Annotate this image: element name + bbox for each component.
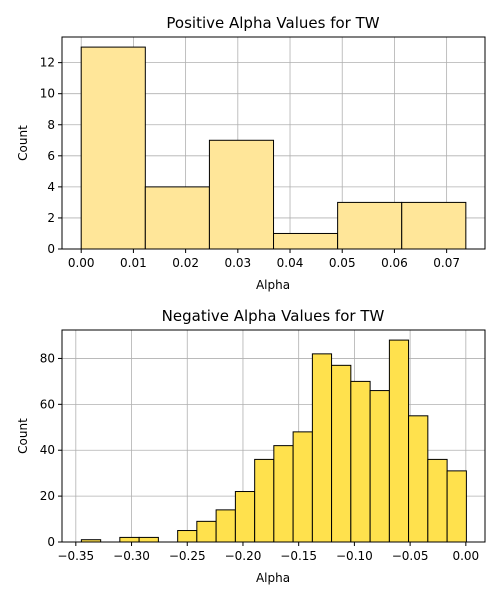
x-axis-label: Alpha — [256, 571, 290, 585]
y-tick-label: 6 — [47, 149, 55, 163]
y-tick-label: 40 — [40, 443, 55, 457]
histogram-bar — [427, 458, 448, 543]
y-axis-label: Count — [16, 418, 30, 454]
histogram-bar — [234, 491, 256, 543]
bars — [80, 339, 467, 543]
x-tick-label: 0.05 — [329, 256, 356, 270]
histogram-bar — [337, 201, 403, 250]
x-tick-label: 0.04 — [277, 256, 304, 270]
histogram-bar — [273, 232, 339, 250]
chart-title: Positive Alpha Values for TW — [166, 14, 379, 32]
histogram-bar — [408, 415, 429, 543]
y-tick-label: 60 — [40, 397, 55, 411]
y-tick-label: 80 — [40, 351, 55, 365]
histogram-bar — [138, 536, 159, 543]
y-tick-label: 8 — [47, 118, 55, 132]
y-ticks: 0 2 4 6 8 10 12 — [40, 56, 62, 256]
histogram-bar — [292, 431, 313, 543]
x-tick-label: −0.05 — [392, 549, 429, 563]
y-tick-label: 0 — [47, 242, 55, 256]
negative-alpha-histogram: Negative Alpha Values for TW −0.35 −0.30−… — [16, 307, 486, 585]
x-ticks: 0.00 0.01 0.02 0.03 0.04 0.05 0.06 0.07 — [68, 249, 460, 270]
x-tick-label: 0.02 — [172, 256, 199, 270]
histogram-bar — [254, 458, 275, 543]
histogram-bar — [208, 139, 275, 250]
x-tick-label: 0.01 — [120, 256, 147, 270]
y-tick-label: 12 — [40, 56, 55, 70]
chart-title: Negative Alpha Values for TW — [162, 307, 385, 325]
y-tick-label: 4 — [47, 180, 55, 194]
histogram-bar — [401, 201, 467, 250]
positive-alpha-histogram: Positive Alpha Values for TW 0.00 0.01 0.0… — [16, 14, 486, 292]
x-tick-label: 0.07 — [433, 256, 460, 270]
histogram-bar — [144, 186, 210, 250]
y-tick-label: 10 — [40, 87, 55, 101]
x-tick-label: −0.10 — [336, 549, 373, 563]
x-tick-label: 0.00 — [68, 256, 95, 270]
x-tick-label: −0.30 — [113, 549, 150, 563]
x-tick-label: 0.03 — [224, 256, 251, 270]
x-tick-label: 0.06 — [381, 256, 408, 270]
y-tick-label: 0 — [47, 535, 55, 549]
histogram-bar — [196, 520, 217, 543]
y-tick-label: 20 — [40, 489, 55, 503]
x-tick-label: −0.20 — [225, 549, 262, 563]
x-tick-label: −0.35 — [57, 549, 94, 563]
histogram-bar — [177, 530, 198, 543]
histogram-bar — [446, 470, 467, 543]
plot-frame — [61, 36, 486, 250]
histogram-bar — [80, 46, 146, 250]
y-ticks: 0 20 40 60 80 — [40, 351, 62, 549]
histogram-bar — [350, 380, 371, 543]
x-tick-label: −0.25 — [169, 549, 206, 563]
histogram-bar — [331, 364, 352, 543]
histogram-bar — [388, 339, 410, 543]
histogram-bar — [215, 509, 236, 543]
x-axis-label: Alpha — [256, 278, 290, 292]
bars — [80, 46, 467, 250]
x-ticks: −0.35 −0.30 −0.25 −0.20 −0.15 −0.10 −0.05 0.00 — [57, 542, 479, 563]
y-tick-label: 2 — [47, 211, 55, 225]
histogram-bar — [273, 445, 294, 543]
x-tick-label: 0.00 — [452, 549, 479, 563]
histogram-bar — [369, 390, 390, 543]
y-axis-label: Count — [16, 125, 30, 161]
plot-frame — [61, 329, 486, 543]
x-tick-label: −0.15 — [280, 549, 317, 563]
histogram-bar — [119, 536, 140, 543]
histogram-bar — [311, 353, 333, 543]
